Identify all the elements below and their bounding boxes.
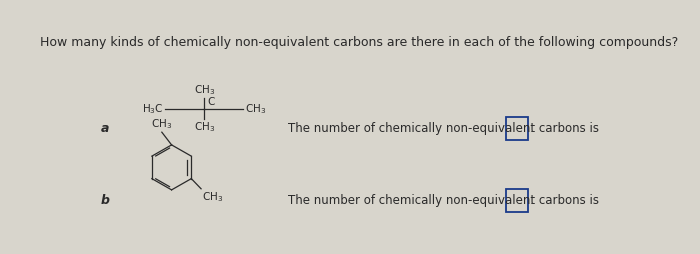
Text: How many kinds of chemically non-equivalent carbons are there in each of the fol: How many kinds of chemically non-equival… [40,36,678,49]
Text: .: . [530,194,533,207]
Text: The number of chemically non-equivalent carbons is: The number of chemically non-equivalent … [288,194,599,207]
Text: $\mathsf{CH_3}$: $\mathsf{CH_3}$ [244,102,266,116]
Text: $\mathsf{CH_3}$: $\mathsf{CH_3}$ [193,120,215,134]
Text: $\mathsf{C}$: $\mathsf{C}$ [207,95,216,107]
Text: The number of chemically non-equivalent carbons is: The number of chemically non-equivalent … [288,122,599,135]
Text: $\mathsf{CH_3}$: $\mathsf{CH_3}$ [151,117,172,131]
Text: .: . [530,122,533,135]
Text: $\mathsf{CH_3}$: $\mathsf{CH_3}$ [193,83,215,97]
Text: $\mathsf{H_3C}$: $\mathsf{H_3C}$ [141,102,163,116]
Text: $\mathsf{CH_3}$: $\mathsf{CH_3}$ [202,190,223,203]
Text: a: a [101,122,109,135]
Text: b: b [101,194,110,207]
